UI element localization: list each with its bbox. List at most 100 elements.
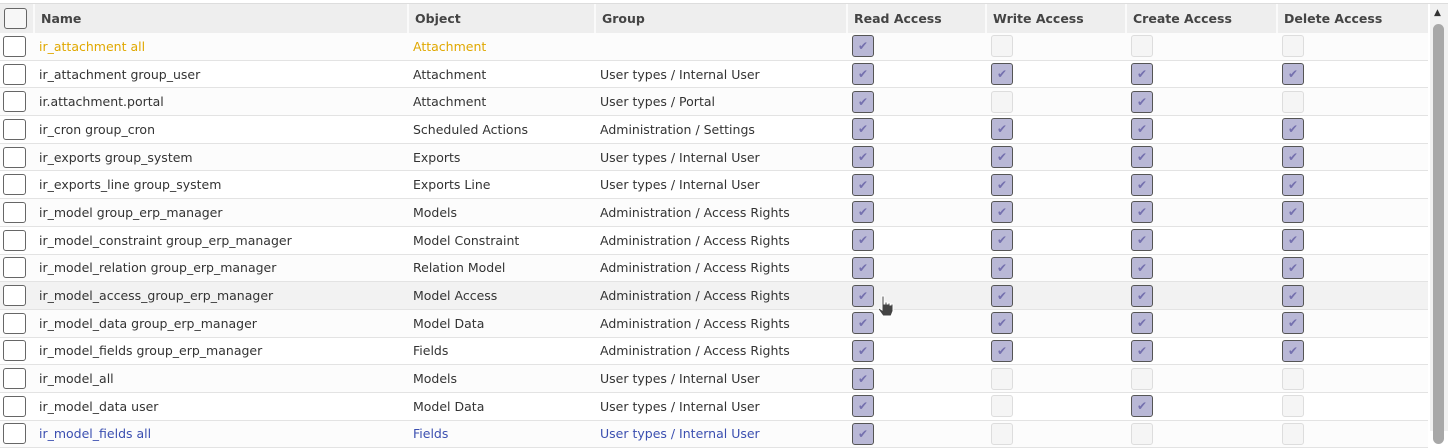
object-cell[interactable]: Model Access <box>408 281 595 310</box>
create-access-checkbox[interactable] <box>1131 35 1153 58</box>
object-cell[interactable]: Exports Line <box>408 170 595 200</box>
delete-access-checkbox[interactable] <box>1282 395 1304 418</box>
read-access-checkbox[interactable] <box>852 173 874 196</box>
name-cell[interactable]: ir_model_all <box>34 364 408 393</box>
delete-access-checkbox[interactable] <box>1282 35 1304 58</box>
table-row[interactable]: ir_exports group_system Exports User typ… <box>0 143 1428 172</box>
write-access-checkbox[interactable] <box>991 118 1013 141</box>
object-cell[interactable]: Attachment <box>408 60 595 89</box>
delete-access-checkbox[interactable] <box>1282 229 1304 252</box>
table-row[interactable]: ir_model_all Models User types / Interna… <box>0 364 1428 393</box>
row-select-checkbox[interactable] <box>3 91 26 113</box>
delete-access-checkbox[interactable] <box>1282 90 1304 113</box>
name-cell[interactable]: ir_model_relation group_erp_manager <box>34 254 408 283</box>
object-cell[interactable]: Exports <box>408 143 595 172</box>
group-cell[interactable]: Administration / Access Rights <box>595 254 847 283</box>
delete-access-checkbox[interactable] <box>1282 146 1304 169</box>
read-access-checkbox[interactable] <box>852 90 874 113</box>
delete-access-checkbox[interactable] <box>1282 256 1304 279</box>
write-access-checkbox[interactable] <box>991 90 1013 113</box>
name-cell[interactable]: ir_model_constraint group_erp_manager <box>34 226 408 255</box>
delete-access-checkbox[interactable] <box>1282 312 1304 335</box>
write-access-checkbox[interactable] <box>991 395 1013 418</box>
name-cell[interactable]: ir.attachment.portal <box>34 87 408 117</box>
delete-access-checkbox[interactable] <box>1282 63 1304 86</box>
select-all-checkbox[interactable] <box>4 8 27 29</box>
write-access-checkbox[interactable] <box>991 256 1013 279</box>
column-header-object[interactable]: Object <box>407 4 595 33</box>
read-access-checkbox[interactable] <box>852 118 874 141</box>
object-cell[interactable]: Scheduled Actions <box>408 115 595 144</box>
object-cell[interactable]: Attachment <box>408 87 595 117</box>
table-row[interactable]: ir_model_fields all Fields User types / … <box>0 420 1428 448</box>
column-header-create[interactable]: Create Access <box>1125 4 1277 33</box>
delete-access-checkbox[interactable] <box>1282 284 1304 307</box>
row-select-checkbox[interactable] <box>3 423 26 445</box>
object-cell[interactable]: Fields <box>408 337 595 366</box>
row-select-checkbox[interactable] <box>3 257 26 279</box>
read-access-checkbox[interactable] <box>852 201 874 224</box>
create-access-checkbox[interactable] <box>1131 63 1153 86</box>
row-select-checkbox[interactable] <box>3 63 26 85</box>
scroll-up-icon[interactable]: ▲ <box>1434 8 1441 18</box>
create-access-checkbox[interactable] <box>1131 367 1153 390</box>
column-header-write[interactable]: Write Access <box>985 4 1126 33</box>
name-cell[interactable]: ir_attachment all <box>34 33 408 61</box>
create-access-checkbox[interactable] <box>1131 118 1153 141</box>
row-select-checkbox[interactable] <box>3 340 26 362</box>
row-select-checkbox[interactable] <box>3 174 26 196</box>
column-header-read[interactable]: Read Access <box>846 4 986 33</box>
table-row[interactable]: ir_exports_line group_system Exports Lin… <box>0 170 1428 200</box>
column-header-group[interactable]: Group <box>594 4 847 33</box>
name-cell[interactable]: ir_exports group_system <box>34 143 408 172</box>
delete-access-checkbox[interactable] <box>1282 367 1304 390</box>
name-cell[interactable]: ir_model_data user <box>34 392 408 421</box>
group-cell[interactable]: Administration / Access Rights <box>595 281 847 310</box>
delete-access-checkbox[interactable] <box>1282 118 1304 141</box>
object-cell[interactable]: Models <box>408 198 595 227</box>
row-select-checkbox[interactable] <box>3 201 26 223</box>
read-access-checkbox[interactable] <box>852 422 874 445</box>
name-cell[interactable]: ir_model group_erp_manager <box>34 198 408 227</box>
read-access-checkbox[interactable] <box>852 229 874 252</box>
object-cell[interactable]: Fields <box>408 420 595 448</box>
write-access-checkbox[interactable] <box>991 284 1013 307</box>
delete-access-checkbox[interactable] <box>1282 422 1304 445</box>
group-cell[interactable]: User types / Internal User <box>595 392 847 421</box>
row-select-checkbox[interactable] <box>3 229 26 251</box>
write-access-checkbox[interactable] <box>991 173 1013 196</box>
write-access-checkbox[interactable] <box>991 367 1013 390</box>
write-access-checkbox[interactable] <box>991 146 1013 169</box>
read-access-checkbox[interactable] <box>852 146 874 169</box>
read-access-checkbox[interactable] <box>852 339 874 362</box>
create-access-checkbox[interactable] <box>1131 312 1153 335</box>
group-cell[interactable]: User types / Internal User <box>595 170 847 200</box>
read-access-checkbox[interactable] <box>852 395 874 418</box>
group-cell[interactable]: Administration / Access Rights <box>595 337 847 366</box>
write-access-checkbox[interactable] <box>991 35 1013 58</box>
read-access-checkbox[interactable] <box>852 63 874 86</box>
row-select-checkbox[interactable] <box>3 35 26 57</box>
write-access-checkbox[interactable] <box>991 201 1013 224</box>
write-access-checkbox[interactable] <box>991 339 1013 362</box>
group-cell[interactable]: Administration / Settings <box>595 115 847 144</box>
object-cell[interactable]: Model Data <box>408 392 595 421</box>
object-cell[interactable]: Model Constraint <box>408 226 595 255</box>
create-access-checkbox[interactable] <box>1131 229 1153 252</box>
read-access-checkbox[interactable] <box>852 256 874 279</box>
read-access-checkbox[interactable] <box>852 284 874 307</box>
group-cell[interactable]: User types / Internal User <box>595 364 847 393</box>
table-row[interactable]: ir_model_data group_erp_manager Model Da… <box>0 309 1428 338</box>
row-select-checkbox[interactable] <box>3 285 26 307</box>
create-access-checkbox[interactable] <box>1131 173 1153 196</box>
read-access-checkbox[interactable] <box>852 35 874 58</box>
row-select-checkbox[interactable] <box>3 368 26 390</box>
table-row[interactable]: ir_attachment group_user Attachment User… <box>0 60 1428 89</box>
write-access-checkbox[interactable] <box>991 312 1013 335</box>
name-cell[interactable]: ir_model_access_group_erp_manager <box>34 281 408 310</box>
delete-access-checkbox[interactable] <box>1282 201 1304 224</box>
name-cell[interactable]: ir_exports_line group_system <box>34 170 408 200</box>
create-access-checkbox[interactable] <box>1131 395 1153 418</box>
name-cell[interactable]: ir_cron group_cron <box>34 115 408 144</box>
row-select-checkbox[interactable] <box>3 118 26 140</box>
